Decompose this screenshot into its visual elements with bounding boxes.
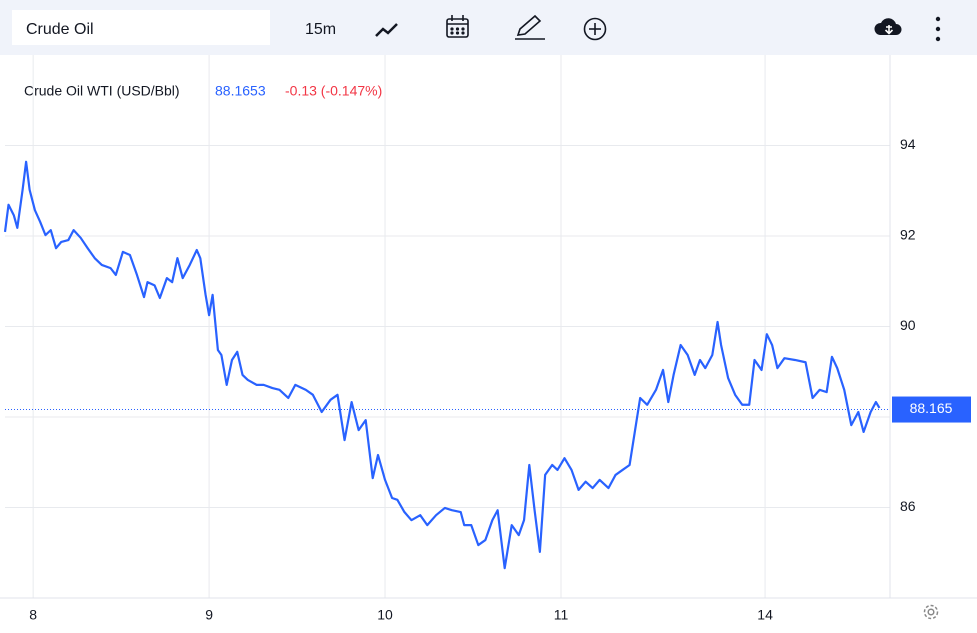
price-line (3, 160, 881, 570)
y-tick-label: 90 (900, 317, 916, 333)
plot-area: 86889092948910111488.165 (3, 55, 971, 623)
y-tick-label: 86 (900, 498, 916, 514)
last-price-box (892, 396, 971, 423)
chart-title: Crude Oil WTI (USD/Bbl) (24, 83, 180, 99)
chart-type-icon[interactable] (375, 23, 398, 37)
download-icon[interactable] (874, 18, 902, 35)
x-tick-label: 8 (29, 607, 37, 623)
x-tick-label: 9 (205, 607, 213, 623)
x-tick-label: 14 (757, 607, 773, 623)
add-icon[interactable] (583, 17, 607, 41)
x-tick-label: 11 (554, 607, 569, 623)
symbol-search[interactable] (12, 10, 270, 45)
symbol: Crude Oil (26, 21, 94, 38)
last-price-label: 88.165 (910, 400, 953, 416)
interval[interactable]: 15m (305, 21, 336, 38)
y-tick-label: 92 (900, 227, 916, 243)
calendar-icon[interactable] (446, 15, 469, 38)
legend-header: Crude Oil WTI (USD/Bbl) 88.1653 -0.13 (-… (24, 83, 382, 99)
change: -0.13 (-0.147%) (285, 83, 382, 99)
settings-icon[interactable] (923, 604, 939, 620)
price: 88.1653 (215, 83, 266, 99)
y-tick-label: 94 (900, 136, 916, 152)
x-tick-label: 10 (377, 607, 393, 623)
draw-icon[interactable] (515, 14, 545, 40)
more-icon[interactable] (935, 16, 941, 42)
